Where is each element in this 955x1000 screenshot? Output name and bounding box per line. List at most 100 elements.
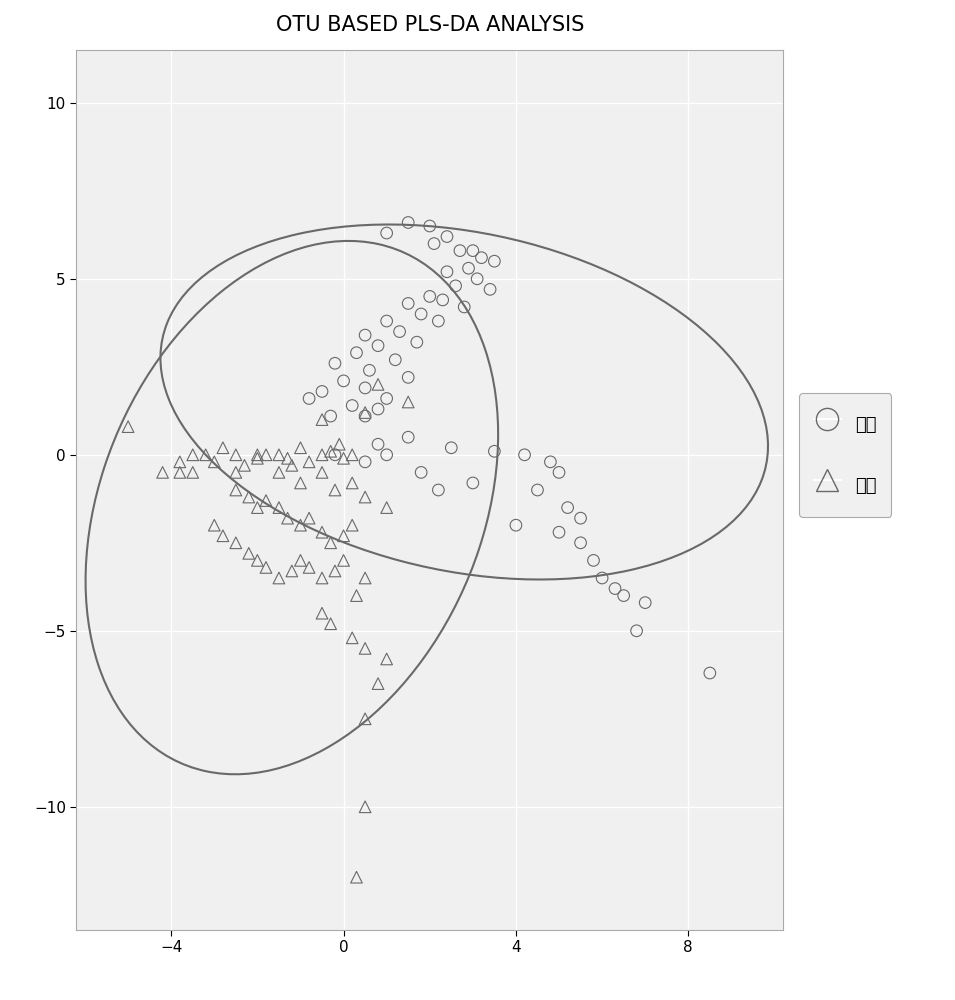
Point	[371, 338, 386, 354]
Point	[323, 616, 338, 632]
Point	[357, 380, 372, 396]
Point	[422, 218, 437, 234]
Point	[172, 464, 187, 480]
Point	[422, 288, 437, 304]
Point	[331, 436, 347, 452]
Point	[198, 447, 213, 463]
Point	[448, 278, 463, 294]
Point	[371, 376, 386, 392]
Point	[560, 500, 575, 516]
Point	[482, 281, 498, 297]
Point	[379, 447, 394, 463]
Point	[206, 517, 222, 533]
Point	[323, 535, 338, 551]
Point	[250, 500, 265, 516]
Point	[702, 665, 717, 681]
Point	[228, 447, 244, 463]
Point	[271, 500, 286, 516]
Point	[302, 510, 317, 526]
Point	[250, 552, 265, 568]
Point	[328, 355, 343, 371]
Point	[172, 454, 187, 470]
Point	[431, 313, 446, 329]
Point	[155, 464, 170, 480]
Point	[250, 450, 265, 466]
Point	[328, 447, 343, 463]
Point	[379, 500, 394, 516]
Point	[392, 324, 407, 340]
Point	[379, 225, 394, 241]
Point	[388, 352, 403, 368]
Point	[508, 517, 523, 533]
Point	[336, 528, 351, 544]
Point	[271, 570, 286, 586]
Point	[349, 345, 364, 361]
Point	[345, 398, 360, 414]
Point	[336, 552, 351, 568]
Point	[120, 419, 136, 435]
Point	[487, 443, 502, 459]
Point	[259, 559, 274, 575]
Point	[453, 243, 468, 259]
Point	[345, 630, 360, 646]
Point	[379, 390, 394, 406]
Point	[594, 570, 609, 586]
Point	[551, 524, 566, 540]
Point	[228, 535, 244, 551]
Point	[400, 369, 415, 385]
Point	[400, 429, 415, 445]
Point	[629, 623, 645, 639]
Point	[228, 482, 244, 498]
Point	[185, 447, 201, 463]
Point	[302, 454, 317, 470]
Point	[349, 869, 364, 885]
Point	[185, 464, 201, 480]
Point	[379, 651, 394, 667]
Point	[314, 412, 329, 428]
Point	[461, 260, 477, 276]
Point	[400, 394, 415, 410]
Point	[431, 482, 446, 498]
Point	[215, 440, 230, 456]
Point	[427, 236, 442, 252]
Point	[293, 475, 308, 491]
Point	[530, 482, 545, 498]
Point	[439, 264, 455, 280]
Point	[357, 327, 372, 343]
Point	[241, 489, 256, 505]
Point	[314, 605, 329, 621]
Point	[302, 390, 317, 406]
Point	[250, 447, 265, 463]
Point	[465, 475, 480, 491]
Point	[371, 401, 386, 417]
Point	[362, 362, 377, 378]
Point	[237, 457, 252, 473]
Point	[487, 253, 502, 269]
Point	[280, 510, 295, 526]
Point	[414, 464, 429, 480]
Point	[444, 440, 459, 456]
Point	[456, 299, 472, 315]
Point	[241, 545, 256, 561]
Point	[285, 457, 300, 473]
Point	[302, 559, 317, 575]
Point	[357, 799, 372, 815]
Point	[474, 250, 489, 266]
Point	[371, 676, 386, 692]
Point	[435, 292, 451, 308]
Legend: 膠胱, 薃盂: 膠胱, 薃盂	[799, 393, 891, 517]
Point	[336, 373, 351, 389]
Point	[517, 447, 532, 463]
Point	[616, 588, 631, 604]
Point	[228, 464, 244, 480]
Point	[638, 595, 653, 611]
Point	[585, 552, 601, 568]
Point	[573, 535, 588, 551]
Point	[400, 295, 415, 311]
Point	[357, 454, 372, 470]
Point	[357, 405, 372, 421]
Point	[439, 229, 455, 245]
Point	[573, 510, 588, 526]
Point	[371, 436, 386, 452]
Point	[314, 447, 329, 463]
